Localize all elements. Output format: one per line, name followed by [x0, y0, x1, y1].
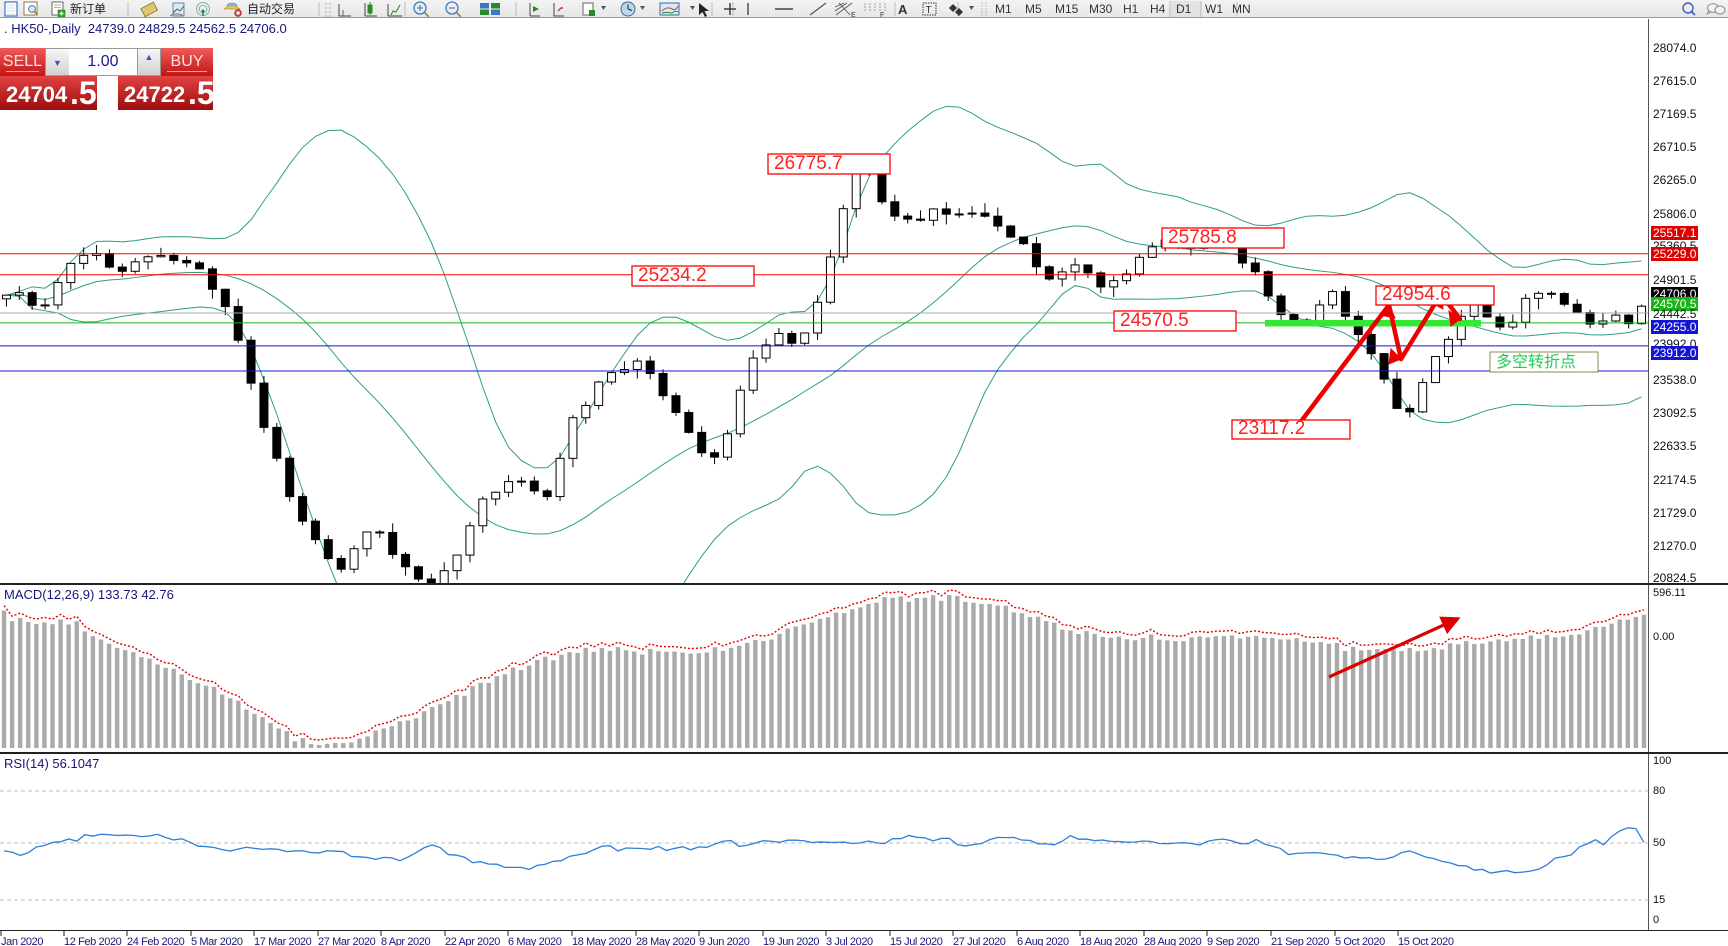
svg-text:M1: M1 — [995, 2, 1012, 16]
svg-text:自动交易: 自动交易 — [247, 1, 295, 16]
svg-text:M15: M15 — [1055, 2, 1079, 16]
svg-text:H4: H4 — [1150, 2, 1166, 16]
svg-text:H1: H1 — [1123, 2, 1139, 16]
svg-text:25234.2: 25234.2 — [638, 265, 707, 286]
svg-text:24954.6: 24954.6 — [1382, 284, 1451, 305]
svg-text:T: T — [926, 5, 932, 16]
svg-text:W1: W1 — [1205, 2, 1223, 16]
svg-text:A: A — [898, 2, 908, 17]
svg-text:D1: D1 — [1176, 2, 1192, 16]
svg-text:M5: M5 — [1025, 2, 1042, 16]
svg-text:23117.2: 23117.2 — [1238, 418, 1305, 439]
svg-text:F: F — [880, 12, 884, 18]
svg-text:E: E — [851, 12, 856, 18]
svg-text:M30: M30 — [1089, 2, 1113, 16]
svg-text:多空转折点: 多空转折点 — [1496, 353, 1576, 371]
svg-text:MN: MN — [1232, 2, 1251, 16]
svg-text:24570.5: 24570.5 — [1120, 310, 1189, 331]
svg-text:25785.8: 25785.8 — [1168, 227, 1237, 248]
svg-text:新订单: 新订单 — [70, 1, 106, 16]
svg-text:26775.7: 26775.7 — [774, 153, 843, 174]
